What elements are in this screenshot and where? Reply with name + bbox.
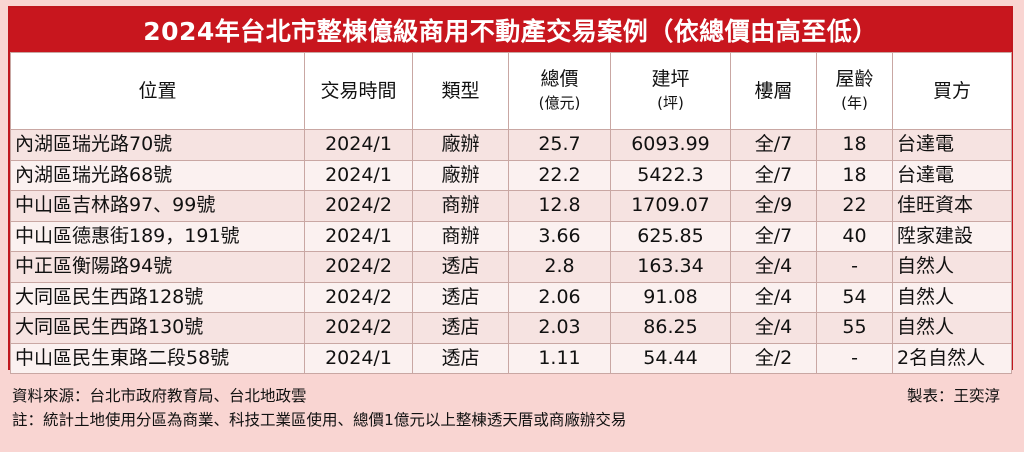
- cell-type: 商辦: [412, 190, 509, 222]
- source-text: 資料來源：台北市政府教育局、台北地政雲: [12, 387, 307, 405]
- cell-age: 22: [816, 190, 893, 222]
- cell-price: 2.8: [508, 251, 611, 283]
- credit-text: 製表：王奕淳: [906, 387, 1000, 405]
- cell-buyer: 自然人: [892, 251, 1012, 283]
- cell-price: 2.03: [508, 312, 611, 344]
- cell-area: 54.44: [610, 342, 731, 374]
- table-row: 大同區民生西路128號 2024/2 透店 2.06 91.08 全/4 54 …: [10, 281, 1012, 313]
- cell-age: 54: [816, 281, 893, 313]
- header-price-unit: (億元): [538, 94, 581, 112]
- cell-buyer: 自然人: [892, 281, 1012, 313]
- note-text: 註：統計土地使用分區為商業、科技工業區使用、總價1億元以上整棟透天厝或商廠辦交易: [12, 411, 627, 429]
- table-row: 中山區吉林路97、99號 2024/2 商辦 12.8 1709.07 全/9 …: [10, 190, 1012, 222]
- header-area-label: 建坪: [651, 68, 690, 90]
- header-buyer: 買方: [892, 52, 1012, 130]
- cell-area: 5422.3: [610, 159, 731, 191]
- cell-date: 2024/2: [304, 190, 413, 222]
- cell-price: 3.66: [508, 220, 611, 252]
- transaction-table: 位置 交易時間 類型 總價 (億元) 建坪 (坪) 樓層 屋齡 (年): [10, 52, 1012, 374]
- header-area: 建坪 (坪): [610, 52, 731, 130]
- header-age-label: 屋齡: [835, 68, 874, 90]
- cell-type: 透店: [412, 312, 509, 344]
- cell-type: 商辦: [412, 220, 509, 252]
- cell-floors: 全/2: [730, 342, 817, 374]
- table-row: 中正區衡陽路94號 2024/2 透店 2.8 163.34 全/4 - 自然人: [10, 251, 1012, 283]
- cell-price: 1.11: [508, 342, 611, 374]
- cell-age: -: [816, 342, 893, 374]
- cell-location: 中正區衡陽路94號: [10, 251, 305, 283]
- cell-location: 中山區德惠街189，191號: [10, 220, 305, 252]
- cell-floors: 全/4: [730, 281, 817, 313]
- header-age-unit: (年): [841, 94, 868, 112]
- cell-date: 2024/2: [304, 281, 413, 313]
- cell-location: 中山區民生東路二段58號: [10, 342, 305, 374]
- cell-price: 22.2: [508, 159, 611, 191]
- cell-area: 1709.07: [610, 190, 731, 222]
- header-area-unit: (坪): [657, 94, 684, 112]
- cell-area: 625.85: [610, 220, 731, 252]
- header-row: 位置 交易時間 類型 總價 (億元) 建坪 (坪) 樓層 屋齡 (年): [10, 52, 1012, 130]
- header-date: 交易時間: [304, 52, 413, 130]
- cell-price: 2.06: [508, 281, 611, 313]
- cell-buyer: 台達電: [892, 159, 1012, 191]
- cell-buyer: 佳旺資本: [892, 190, 1012, 222]
- table-row: 中山區民生東路二段58號 2024/1 透店 1.11 54.44 全/2 - …: [10, 342, 1012, 374]
- cell-area: 163.34: [610, 251, 731, 283]
- table-frame: 2024年台北市整棟億級商用不動產交易案例（依總價由高至低） 位置 交易時間 類…: [8, 6, 1013, 374]
- header-location: 位置: [10, 52, 305, 130]
- cell-price: 25.7: [508, 129, 611, 161]
- header-type: 類型: [412, 52, 509, 130]
- cell-location: 大同區民生西路130號: [10, 312, 305, 344]
- cell-age: 40: [816, 220, 893, 252]
- cell-date: 2024/1: [304, 220, 413, 252]
- cell-age: 55: [816, 312, 893, 344]
- cell-floors: 全/4: [730, 312, 817, 344]
- header-floors: 樓層: [730, 52, 817, 130]
- header-age: 屋齡 (年): [816, 52, 893, 130]
- cell-date: 2024/2: [304, 312, 413, 344]
- cell-area: 91.08: [610, 281, 731, 313]
- cell-area: 6093.99: [610, 129, 731, 161]
- cell-date: 2024/1: [304, 159, 413, 191]
- cell-location: 大同區民生西路128號: [10, 281, 305, 313]
- cell-floors: 全/7: [730, 220, 817, 252]
- cell-floors: 全/9: [730, 190, 817, 222]
- cell-type: 透店: [412, 251, 509, 283]
- cell-age: 18: [816, 129, 893, 161]
- cell-date: 2024/1: [304, 129, 413, 161]
- cell-location: 內湖區瑞光路68號: [10, 159, 305, 191]
- cell-type: 透店: [412, 342, 509, 374]
- table-row: 大同區民生西路130號 2024/2 透店 2.03 86.25 全/4 55 …: [10, 312, 1012, 344]
- cell-price: 12.8: [508, 190, 611, 222]
- cell-area: 86.25: [610, 312, 731, 344]
- cell-location: 中山區吉林路97、99號: [10, 190, 305, 222]
- cell-type: 廠辦: [412, 129, 509, 161]
- cell-location: 內湖區瑞光路70號: [10, 129, 305, 161]
- table-title: 2024年台北市整棟億級商用不動產交易案例（依總價由高至低）: [10, 8, 1011, 52]
- cell-age: -: [816, 251, 893, 283]
- header-price: 總價 (億元): [508, 52, 611, 130]
- cell-buyer: 2名自然人: [892, 342, 1012, 374]
- cell-type: 廠辦: [412, 159, 509, 191]
- footer: 資料來源：台北市政府教育局、台北地政雲 註：統計土地使用分區為商業、科技工業區使…: [12, 384, 1012, 432]
- cell-buyer: 自然人: [892, 312, 1012, 344]
- header-price-label: 總價: [540, 68, 579, 90]
- table-row: 中山區德惠街189，191號 2024/1 商辦 3.66 625.85 全/7…: [10, 220, 1012, 252]
- cell-type: 透店: [412, 281, 509, 313]
- cell-buyer: 陞家建設: [892, 220, 1012, 252]
- cell-date: 2024/1: [304, 342, 413, 374]
- table-row: 內湖區瑞光路68號 2024/1 廠辦 22.2 5422.3 全/7 18 台…: [10, 159, 1012, 191]
- cell-floors: 全/7: [730, 159, 817, 191]
- cell-age: 18: [816, 159, 893, 191]
- cell-date: 2024/2: [304, 251, 413, 283]
- cell-floors: 全/4: [730, 251, 817, 283]
- cell-floors: 全/7: [730, 129, 817, 161]
- cell-buyer: 台達電: [892, 129, 1012, 161]
- table-row: 內湖區瑞光路70號 2024/1 廠辦 25.7 6093.99 全/7 18 …: [10, 129, 1012, 161]
